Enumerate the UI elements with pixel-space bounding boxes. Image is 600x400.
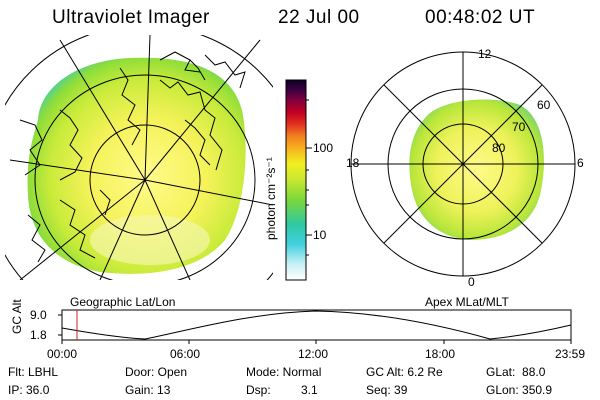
timeline-xtick: 06:00 — [170, 347, 201, 361]
geo-caption: Geographic Lat/Lon — [70, 295, 176, 309]
geographic-map — [5, 35, 273, 280]
status-ip: IP: 36.0 — [8, 383, 50, 397]
altitude-curve — [61, 310, 572, 340]
status-gain: Gain: 13 — [125, 383, 171, 397]
colorbar-unit-label: photon cm⁻²s⁻¹ — [264, 157, 278, 240]
timeline-ylabel: GC Alt — [10, 299, 24, 334]
timeline-xtick: 23:59 — [555, 347, 586, 361]
colorbar-tick-10: 10 — [313, 228, 327, 242]
timeline-ytick-min: 1.8 — [30, 328, 47, 342]
time-label: 00:48:02 UT — [425, 7, 536, 28]
mlat-label-60: 60 — [537, 98, 551, 112]
mlat-label-70: 70 — [512, 120, 526, 134]
timeline-ytick-max: 9.0 — [30, 308, 47, 322]
status-dsp-label: Dsp: — [246, 383, 271, 397]
colorbar-tick-100: 100 — [313, 141, 334, 155]
mag-caption: Apex MLat/MLT — [425, 295, 509, 309]
mlt-label-18: 18 — [346, 156, 360, 170]
instrument-title: Ultraviolet Imager — [52, 7, 210, 28]
mlt-label-0: 0 — [468, 275, 475, 289]
status-gc-alt: GC Alt: 6.2 Re — [366, 365, 443, 379]
status-seq: Seq: 39 — [366, 383, 408, 397]
timeline-xtick: 00:00 — [47, 347, 78, 361]
status-glat: GLat: 88.0 — [486, 365, 546, 379]
timeline-xtick: 12:00 — [298, 347, 329, 361]
mlat-label-80: 80 — [492, 141, 506, 155]
aurora-image-mag — [409, 99, 544, 241]
geo-grid — [5, 35, 273, 280]
timeline-xtick: 18:00 — [425, 347, 456, 361]
date-label: 22 Jul 00 — [278, 7, 360, 28]
orbit-timeline — [58, 309, 572, 344]
status-dsp-value: 3.1 — [301, 383, 318, 397]
status-filter: Flt: LBHL — [8, 365, 59, 379]
status-mode: Mode: Normal — [246, 365, 322, 379]
mlt-label-12: 12 — [478, 47, 492, 61]
coastline-overlay — [19, 51, 246, 263]
polar-plot — [350, 51, 576, 277]
mlt-label-6: 6 — [577, 156, 584, 170]
status-door: Door: Open — [125, 365, 188, 379]
status-glon: GLon: 350.9 — [486, 383, 553, 397]
colorbar — [285, 79, 307, 281]
colorbar-ticks — [306, 99, 312, 256]
